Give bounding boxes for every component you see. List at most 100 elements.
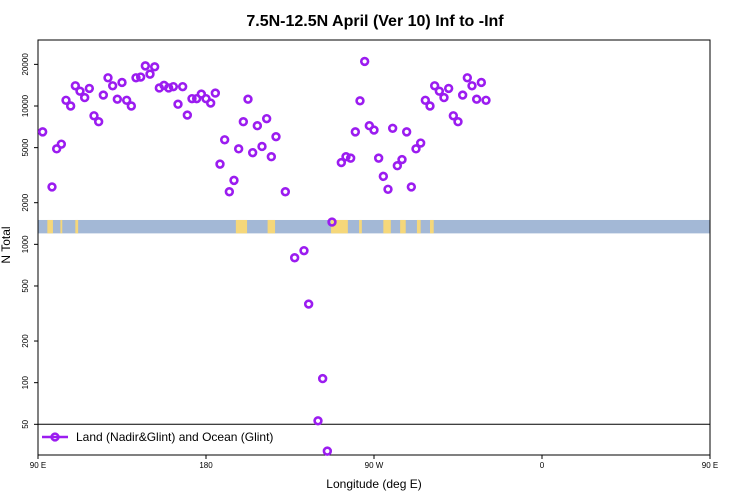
data-point <box>145 69 155 79</box>
data-point <box>313 416 323 426</box>
y-tick-label: 2000 <box>21 193 30 211</box>
y-tick-label: 20000 <box>21 53 30 76</box>
data-point <box>196 89 207 99</box>
map-land <box>400 219 406 234</box>
legend: Land (Nadir&Glint) and Ocean (Glint) <box>42 430 273 444</box>
data-point <box>261 113 272 124</box>
data-point <box>439 92 449 103</box>
data-point <box>350 127 361 137</box>
data-point <box>98 90 109 100</box>
data-point <box>238 117 249 127</box>
data-point <box>355 96 365 106</box>
y-tick-label: 1000 <box>21 235 30 253</box>
data-point <box>387 123 398 133</box>
data-point <box>51 144 62 154</box>
data-point <box>135 72 146 82</box>
data-point <box>229 175 239 186</box>
data-point <box>392 161 403 171</box>
data-point <box>457 90 468 100</box>
data-point <box>126 101 137 111</box>
map-land <box>359 219 362 234</box>
map-land <box>235 219 248 234</box>
data-point <box>303 299 314 309</box>
data-point <box>131 73 141 83</box>
data-point <box>401 127 412 137</box>
legend-point-marker <box>50 432 60 442</box>
data-point <box>210 88 221 98</box>
data-point <box>345 153 356 163</box>
map-land <box>383 219 391 234</box>
data-point <box>406 182 417 192</box>
data-point <box>322 446 333 456</box>
x-axis-label: Longitude (deg E) <box>326 477 421 491</box>
data-point <box>121 95 132 105</box>
data-point <box>140 61 151 71</box>
data-point <box>280 187 291 197</box>
data-point <box>187 93 197 104</box>
data-point <box>299 245 309 256</box>
data-point <box>336 157 347 168</box>
data-point <box>47 182 57 192</box>
data-point <box>317 373 328 384</box>
plot-frame <box>37 39 711 456</box>
data-points <box>37 56 491 456</box>
data-point <box>173 99 183 109</box>
map-land <box>430 219 434 234</box>
data-point <box>434 86 445 96</box>
data-point <box>149 62 160 72</box>
data-point <box>219 135 230 145</box>
data-point <box>397 154 407 165</box>
data-point <box>289 253 300 263</box>
data-point <box>271 131 281 142</box>
data-point <box>425 101 435 111</box>
data-point <box>476 77 487 88</box>
data-point <box>168 81 179 92</box>
data-point <box>359 56 370 67</box>
data-point <box>107 81 118 91</box>
world-map-strip <box>38 219 710 234</box>
data-point <box>341 152 351 162</box>
data-point <box>182 110 193 120</box>
y-axis-label: N Total <box>0 226 13 263</box>
map-land <box>331 219 348 234</box>
data-point <box>103 73 113 83</box>
y-axis: 50 100 200 500 1000 2000 5000 10000 20000 <box>21 53 38 429</box>
data-point <box>56 139 67 149</box>
map-land <box>416 219 421 234</box>
x-tick-label: 90 E <box>30 461 46 470</box>
data-point <box>420 95 431 105</box>
y-tick-label: 200 <box>21 334 30 348</box>
data-point <box>205 98 216 108</box>
x-axis: 90 E 180 90 W 0 90 E <box>30 455 718 470</box>
data-point <box>257 141 267 152</box>
data-point <box>75 86 85 96</box>
data-point <box>84 83 95 94</box>
y-tick-label: 100 <box>21 375 30 389</box>
data-point <box>327 217 337 227</box>
data-point <box>462 73 473 83</box>
data-point <box>373 153 384 163</box>
data-point <box>93 117 104 127</box>
data-point <box>378 171 389 182</box>
y-tick-label: 5000 <box>21 138 30 156</box>
data-point <box>252 121 263 131</box>
data-point <box>61 95 71 105</box>
data-point <box>243 94 253 104</box>
x-tick-label: 90 W <box>365 461 384 470</box>
data-point <box>112 94 123 104</box>
data-point <box>224 187 235 197</box>
data-point <box>448 111 459 121</box>
y-tick-label: 50 <box>21 419 30 428</box>
data-point <box>70 81 81 91</box>
data-point <box>471 94 482 104</box>
map-land <box>267 219 276 234</box>
data-point <box>481 95 491 105</box>
data-point <box>37 127 48 137</box>
map-ocean <box>38 219 710 234</box>
data-point <box>415 138 426 148</box>
data-point <box>215 159 225 169</box>
data-point <box>369 125 379 135</box>
data-point <box>117 77 127 88</box>
map-land <box>47 219 53 234</box>
